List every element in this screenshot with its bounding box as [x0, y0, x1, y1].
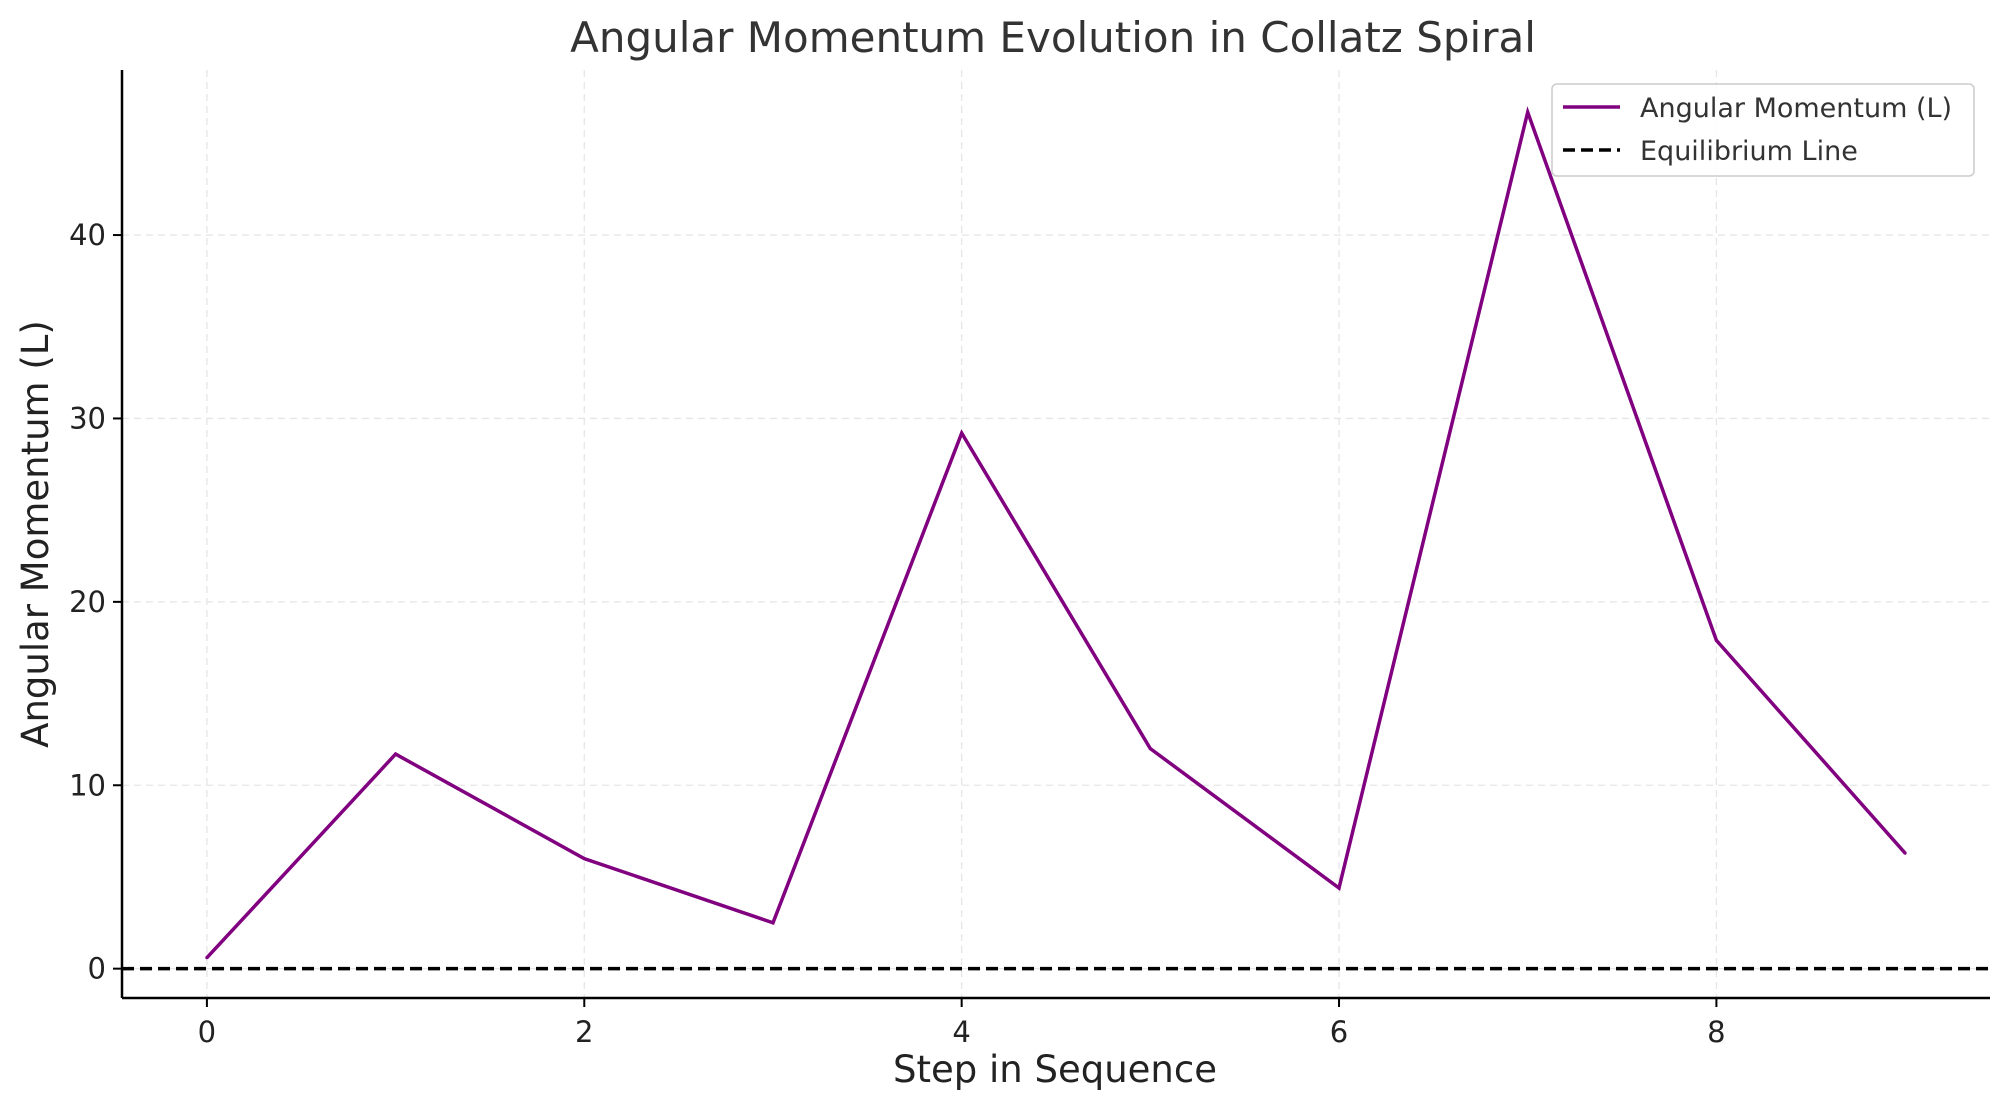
angular-momentum-point: [1903, 851, 1907, 855]
legend-label-equilibrium: Equilibrium Line: [1640, 136, 1858, 167]
angular-momentum-point: [960, 431, 964, 435]
x-tick-label: 0: [198, 1015, 216, 1049]
angular-momentum-point: [393, 752, 398, 756]
angular-momentum-point: [582, 857, 586, 861]
y-axis-label: Angular Momentum (L): [14, 320, 57, 748]
legend-box: [1551, 83, 1975, 177]
y-tick-label: 10: [69, 768, 106, 802]
legend-label-angular-momentum: Angular Momentum (L): [1640, 93, 1952, 124]
chart-title: Angular Momentum Evolution in Collatz Sp…: [570, 13, 1536, 62]
angular-momentum-point: [771, 921, 775, 925]
y-tick-label: 0: [88, 952, 106, 986]
x-tick-label: 8: [1707, 1015, 1725, 1049]
series-layer: [122, 106, 1990, 971]
axes: [120, 70, 1990, 1000]
angular-momentum-point: [1714, 638, 1719, 642]
angular-momentum-series-line: [205, 106, 1907, 959]
x-tick-label: 4: [952, 1015, 970, 1049]
y-tick-label: 40: [69, 218, 106, 252]
grid-lines: [122, 70, 1990, 998]
angular-momentum-point: [205, 956, 209, 960]
angular-momentum-point: [1148, 746, 1152, 751]
x-tick-label: 6: [1330, 1015, 1348, 1049]
angular-momentum-point: [1337, 886, 1341, 890]
legend: Angular Momentum (L) Equilibrium Line: [1551, 83, 1975, 177]
x-tick-label: 2: [575, 1015, 593, 1049]
y-tick-label: 20: [69, 585, 106, 619]
x-axis-label: Step in Sequence: [893, 1048, 1217, 1091]
tick-layer: 0 2 4 6 8 0 10 20 30 40: [69, 218, 1726, 1049]
angular-momentum-point: [1526, 110, 1530, 114]
y-tick-label: 30: [69, 401, 106, 435]
